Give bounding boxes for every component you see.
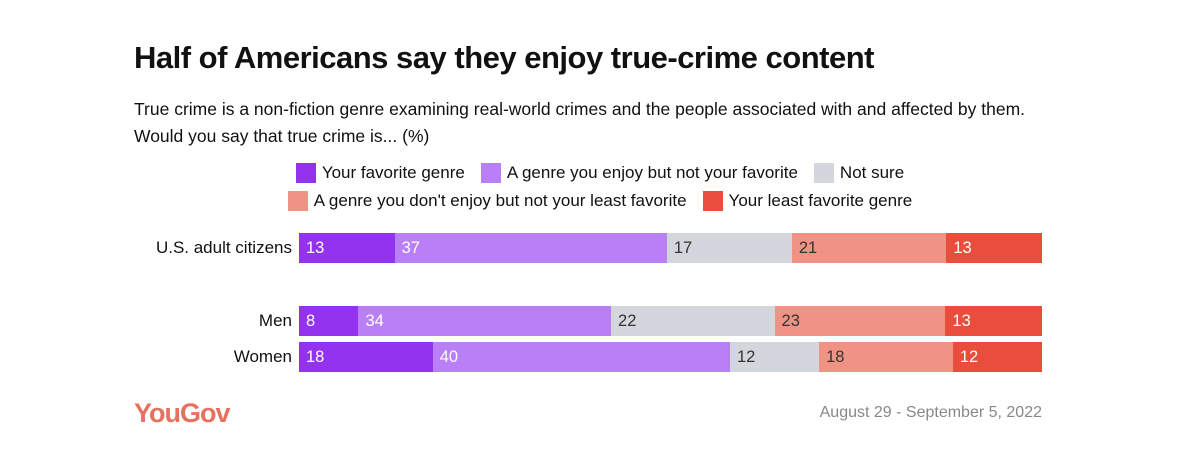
legend-swatch bbox=[813, 163, 834, 183]
legend-row-1: Your favorite genre A genre you enjoy but… bbox=[0, 163, 1200, 183]
bar-segment: 12 bbox=[729, 342, 820, 372]
date-range: August 29 - September 5, 2022 bbox=[819, 404, 1042, 421]
chart-title: Half of Americans say they enjoy true-cr… bbox=[134, 40, 874, 75]
legend-swatch bbox=[702, 191, 723, 211]
bar-segment: 34 bbox=[358, 306, 612, 336]
legend-item: Your least favorite genre bbox=[702, 191, 913, 211]
bar-segment: 18 bbox=[299, 342, 433, 372]
yougov-logo: YouGov bbox=[134, 398, 231, 428]
legend-item: Not sure bbox=[813, 163, 905, 183]
bar-segment: 37 bbox=[394, 233, 667, 263]
legend-label: A genre you enjoy but not your favorite bbox=[506, 163, 798, 182]
legend-label: A genre you don't enjoy but not your lea… bbox=[313, 191, 687, 210]
legend-label: Your least favorite genre bbox=[728, 191, 913, 210]
legend-item: A genre you don't enjoy but not your lea… bbox=[287, 191, 687, 211]
bar-segment: 23 bbox=[774, 306, 946, 336]
legend-item: Your favorite genre bbox=[295, 163, 465, 183]
legend-row-2: A genre you don't enjoy but not your lea… bbox=[0, 191, 1200, 211]
bar-segment: 13 bbox=[946, 233, 1042, 263]
legend-swatch bbox=[295, 163, 316, 183]
chart-subtitle: True crime is a non-fiction genre examin… bbox=[134, 99, 1026, 146]
legend-item: A genre you enjoy but not your favorite bbox=[480, 163, 798, 183]
bar-segment: 8 bbox=[299, 306, 359, 336]
legend-label: Your favorite genre bbox=[321, 163, 465, 182]
bar-segment: 13 bbox=[945, 306, 1042, 336]
bar-segment: 22 bbox=[611, 306, 775, 336]
row-label: Women bbox=[233, 347, 292, 366]
legend-label: Not sure bbox=[839, 163, 905, 182]
legend-swatch bbox=[287, 191, 308, 211]
bar-segment: 21 bbox=[791, 233, 947, 263]
legend-swatch bbox=[480, 163, 501, 183]
row-label: Men bbox=[258, 311, 292, 330]
row-label: U.S. adult citizens bbox=[155, 238, 292, 257]
bar-segment: 18 bbox=[819, 342, 953, 372]
bar-segment: 12 bbox=[952, 342, 1042, 372]
bar-segment: 17 bbox=[666, 233, 792, 263]
bar-segment: 40 bbox=[432, 342, 730, 372]
bar-segment: 13 bbox=[299, 233, 395, 263]
